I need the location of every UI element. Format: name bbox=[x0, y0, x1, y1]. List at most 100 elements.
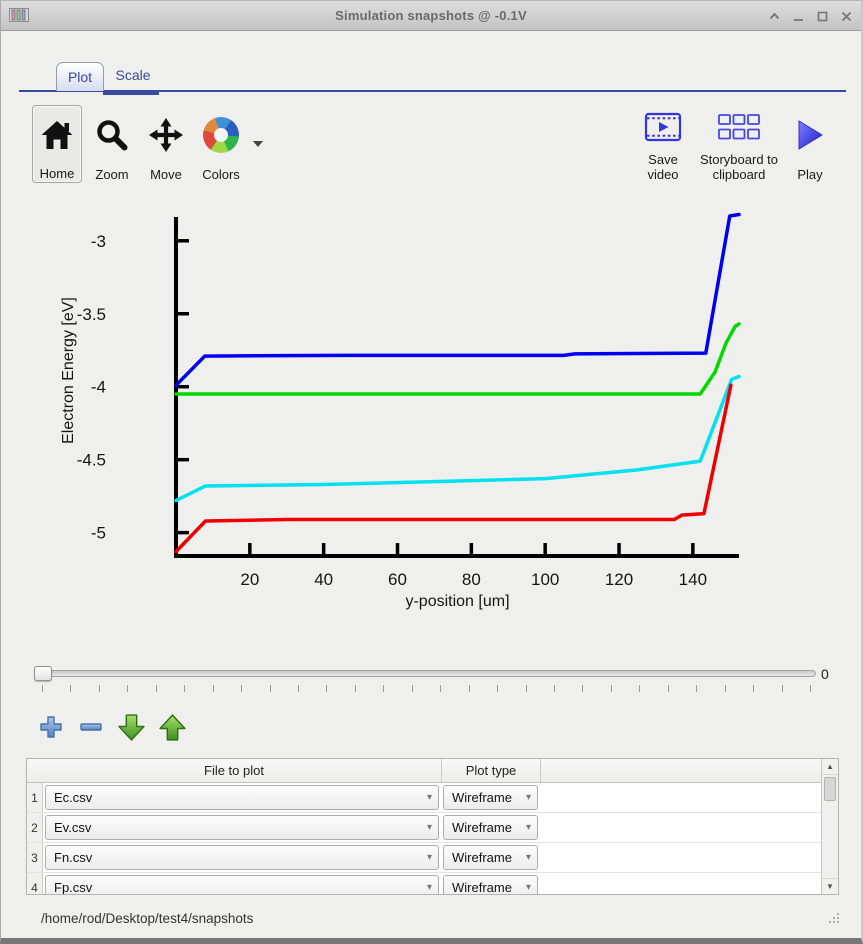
plot-type-combobox[interactable]: Wireframe ▾ bbox=[443, 785, 538, 810]
close-button[interactable] bbox=[839, 9, 853, 23]
move-row-down-button[interactable] bbox=[117, 712, 145, 742]
column-header-type[interactable]: Plot type bbox=[442, 759, 541, 782]
file-combobox[interactable]: Fp.csv ▾ bbox=[45, 875, 439, 894]
combobox-value: Fp.csv bbox=[54, 880, 93, 894]
svg-text:60: 60 bbox=[388, 570, 407, 589]
svg-text:Electron Energy [eV]: Electron Energy [eV] bbox=[60, 297, 77, 444]
home-icon bbox=[40, 106, 74, 163]
save-video-label: Save video bbox=[647, 152, 679, 183]
svg-text:-3.5: -3.5 bbox=[77, 305, 106, 324]
row-number: 4 bbox=[27, 873, 43, 894]
chevron-down-icon: ▾ bbox=[525, 822, 531, 833]
remove-row-button[interactable] bbox=[77, 712, 105, 742]
colors-label: Colors bbox=[202, 167, 240, 183]
energy-plot-svg[interactable]: -3 -3.5 -4 -4.5 -5 20 40 60 80 100 120 140 y-positio… bbox=[49, 201, 789, 615]
chevron-down-icon: ▾ bbox=[525, 882, 531, 893]
svg-text:y-position [um]: y-position [um] bbox=[405, 593, 509, 610]
slider-ticks bbox=[42, 685, 811, 693]
svg-text:140: 140 bbox=[679, 570, 707, 589]
file-combobox[interactable]: Fn.csv ▾ bbox=[45, 845, 439, 870]
tab-plot[interactable]: Plot bbox=[56, 62, 104, 91]
vertical-scrollbar[interactable]: ▲ ▼ bbox=[821, 759, 838, 894]
svg-text:-3: -3 bbox=[91, 232, 106, 251]
storyboard-grid-icon bbox=[717, 105, 761, 149]
resize-grip[interactable] bbox=[829, 913, 839, 923]
home-button[interactable]: Home bbox=[32, 105, 82, 183]
combobox-value: Wireframe bbox=[452, 880, 512, 894]
chevron-down-icon: ▾ bbox=[426, 852, 432, 863]
table-header: File to plot Plot type bbox=[27, 759, 821, 783]
film-strip-icon bbox=[644, 105, 682, 149]
svg-text:40: 40 bbox=[314, 570, 333, 589]
color-wheel-icon bbox=[203, 116, 239, 153]
svg-text:-4.5: -4.5 bbox=[77, 451, 106, 470]
plus-icon bbox=[40, 716, 62, 738]
zoom-label: Zoom bbox=[95, 167, 129, 183]
combobox-value: Wireframe bbox=[452, 790, 512, 805]
row-number: 3 bbox=[27, 843, 43, 872]
magnifier-icon bbox=[95, 105, 129, 164]
chevron-down-icon: ▾ bbox=[426, 882, 432, 893]
status-bar: /home/rod/Desktop/test4/snapshots bbox=[1, 899, 861, 935]
svg-text:20: 20 bbox=[240, 570, 259, 589]
title-bar[interactable]: Simulation snapshots @ -0.1V bbox=[1, 1, 861, 31]
table-row: 3 Fn.csv ▾ Wireframe ▾ bbox=[27, 843, 821, 873]
combobox-value: Ev.csv bbox=[54, 820, 92, 835]
scroll-down-button[interactable]: ▼ bbox=[822, 878, 838, 894]
chevron-down-icon: ▾ bbox=[426, 792, 432, 803]
scroll-up-button[interactable]: ▲ bbox=[822, 759, 838, 775]
up-arrow-icon bbox=[158, 713, 186, 741]
slider-track[interactable] bbox=[36, 670, 816, 677]
down-arrow-icon bbox=[117, 713, 145, 741]
svg-text:120: 120 bbox=[605, 570, 633, 589]
storyboard-button[interactable]: Storyboard to clipboard bbox=[695, 105, 783, 183]
table-row: 4 Fp.csv ▾ Wireframe ▾ bbox=[27, 873, 821, 894]
move-row-up-button[interactable] bbox=[158, 712, 186, 742]
row-number: 1 bbox=[27, 783, 43, 812]
svg-text:-5: -5 bbox=[91, 524, 106, 543]
scrollbar-thumb[interactable] bbox=[824, 777, 836, 801]
column-header-filler bbox=[541, 759, 821, 782]
play-label: Play bbox=[797, 167, 823, 183]
slider-handle[interactable] bbox=[34, 666, 52, 681]
chevron-down-icon: ▾ bbox=[426, 822, 432, 833]
move-button[interactable]: Move bbox=[141, 105, 191, 183]
plot-type-combobox[interactable]: Wireframe ▾ bbox=[443, 845, 538, 870]
play-button[interactable]: Play bbox=[785, 105, 835, 183]
column-header-file[interactable]: File to plot bbox=[27, 759, 442, 782]
combobox-value: Wireframe bbox=[452, 820, 512, 835]
play-icon bbox=[795, 105, 825, 164]
row-number: 2 bbox=[27, 813, 43, 842]
move-cross-icon bbox=[149, 105, 183, 164]
file-combobox[interactable]: Ec.csv ▾ bbox=[45, 785, 439, 810]
tab-pane-border bbox=[19, 90, 846, 92]
storyboard-label: Storyboard to clipboard bbox=[699, 152, 779, 183]
window-title: Simulation snapshots @ -0.1V bbox=[335, 8, 527, 23]
combobox-value: Wireframe bbox=[452, 850, 512, 865]
snapshot-slider[interactable] bbox=[34, 661, 818, 695]
svg-text:80: 80 bbox=[462, 570, 481, 589]
maximize-button[interactable] bbox=[815, 9, 829, 23]
colors-button[interactable]: Colors bbox=[193, 105, 249, 183]
chevron-down-icon: ▾ bbox=[525, 792, 531, 803]
combobox-value: Fn.csv bbox=[54, 850, 93, 865]
app-icon bbox=[9, 7, 29, 28]
svg-text:100: 100 bbox=[531, 570, 559, 589]
slider-value: 0 bbox=[821, 666, 829, 682]
colors-dropdown-caret-icon[interactable] bbox=[253, 141, 263, 147]
save-video-button[interactable]: Save video bbox=[631, 105, 695, 183]
tab-scale[interactable]: Scale bbox=[115, 67, 151, 83]
status-path: /home/rod/Desktop/test4/snapshots bbox=[41, 911, 254, 926]
shade-window-button[interactable] bbox=[767, 9, 781, 23]
plot-type-combobox[interactable]: Wireframe ▾ bbox=[443, 815, 538, 840]
zoom-button[interactable]: Zoom bbox=[86, 105, 138, 183]
table-row: 1 Ec.csv ▾ Wireframe ▾ bbox=[27, 783, 821, 813]
file-combobox[interactable]: Ev.csv ▾ bbox=[45, 815, 439, 840]
table-row: 2 Ev.csv ▾ Wireframe ▾ bbox=[27, 813, 821, 843]
add-row-button[interactable] bbox=[37, 712, 65, 742]
minimize-button[interactable] bbox=[791, 9, 805, 23]
home-label: Home bbox=[39, 166, 75, 182]
plot-type-combobox[interactable]: Wireframe ▾ bbox=[443, 875, 538, 894]
move-label: Move bbox=[150, 167, 182, 183]
